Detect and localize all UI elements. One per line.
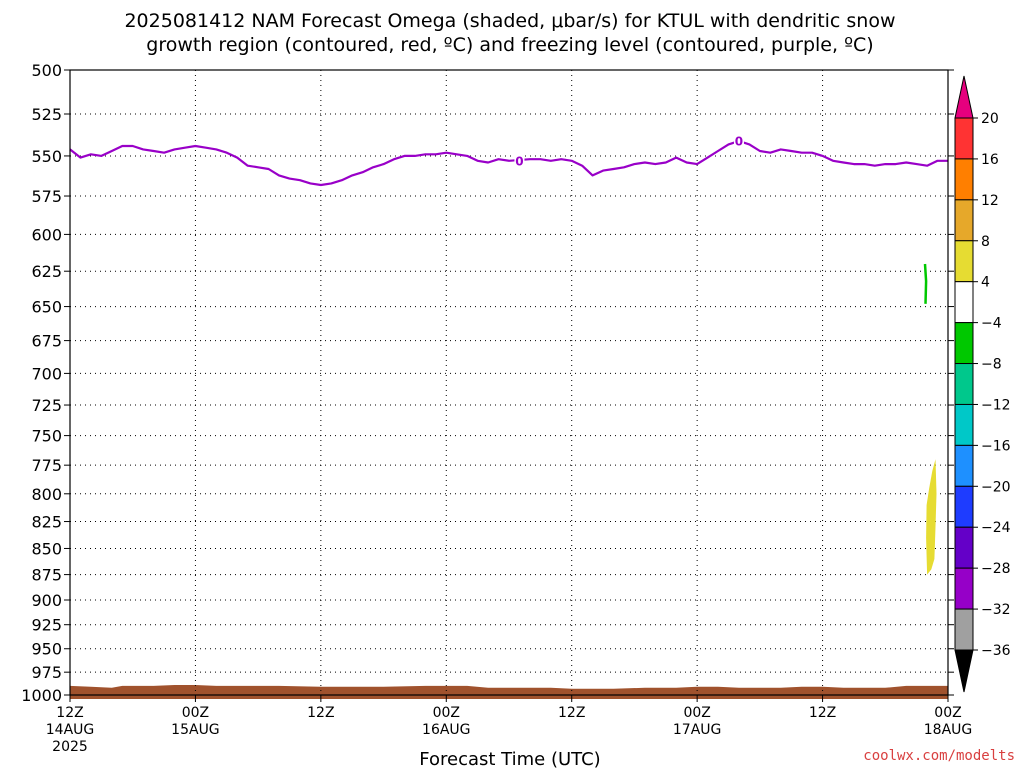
colorbar-tick-label: 8	[981, 234, 990, 250]
y-tick-label: 500	[31, 61, 62, 80]
dendritic-contour	[923, 263, 928, 304]
colorbar-tick-label: 4	[981, 275, 990, 291]
chart-title-line2: growth region (contoured, red, ºC) and f…	[146, 34, 873, 56]
chart-title-line1: 2025081412 NAM Forecast Omega (shaded, μ…	[124, 10, 895, 32]
colorbar-tick-label: −20	[981, 479, 1011, 495]
y-tick-label: 550	[31, 147, 62, 166]
x-tick-label: 00Z	[934, 705, 961, 721]
colorbar-swatch	[954, 363, 974, 405]
colorbar-swatch	[954, 444, 974, 487]
plot-area: 0 0 500 525 550 575 600 625 650 675 700 725 750 775 80…	[21, 61, 972, 755]
colorbar-swatch	[954, 403, 974, 446]
freezing-level-line	[69, 140, 948, 187]
y-tick-label: 950	[31, 640, 62, 659]
colorbar-tick-label: −24	[981, 520, 1011, 536]
y-tick-label: 925	[31, 616, 62, 635]
colorbar-tick-label: 20	[981, 111, 999, 127]
x-tick-label: 17AUG	[673, 722, 722, 738]
x-tick-label: 12Z	[56, 705, 83, 721]
colorbar-tick-label: 12	[981, 193, 999, 209]
x-axis-label: Forecast Time (UTC)	[419, 749, 600, 768]
x-tick-label: 14AUG	[46, 722, 95, 738]
y-tick-label: 575	[31, 187, 62, 206]
terrain-fill	[70, 685, 948, 699]
y-tick-label: 750	[31, 427, 62, 446]
colorbar-swatch	[954, 322, 974, 365]
colorbar: 20 16 12 8 4 −4 −8 −12 −16 −20 −24 −28 −32 −36	[954, 75, 1011, 693]
colorbar-tick-label: −28	[981, 561, 1011, 577]
y-tick-label: 600	[31, 225, 62, 244]
colorbar-tick-label: −12	[981, 397, 1011, 413]
y-tick-label: 875	[31, 566, 62, 585]
x-tick-label: 00Z	[182, 705, 209, 721]
x-tick-label: 12Z	[307, 705, 334, 721]
colorbar-swatch	[954, 199, 974, 242]
y-tick-label: 625	[31, 262, 62, 281]
y-tick-label: 725	[31, 396, 62, 415]
y-tick-label: 775	[31, 456, 62, 475]
colorbar-tick-label: −32	[981, 602, 1011, 618]
y-tick-label: 675	[31, 332, 62, 351]
freezing-level-label: 0	[735, 135, 743, 149]
y-tick-label: 900	[31, 591, 62, 610]
colorbar-tick-label: −16	[981, 438, 1011, 454]
x-tick-label: 12Z	[809, 705, 836, 721]
colorbar-swatch	[954, 526, 974, 569]
y-tick-label: 650	[31, 298, 62, 317]
credit-text: coolwx.com/modelts	[863, 748, 1015, 764]
y-tick-label: 525	[31, 105, 62, 124]
y-tick-label: 850	[31, 539, 62, 558]
colorbar-tick-label: −4	[981, 316, 1002, 332]
colorbar-swatch	[954, 567, 974, 610]
x-tick-label: 12Z	[558, 705, 585, 721]
colorbar-swatch	[954, 240, 974, 283]
y-tick-label: 975	[31, 663, 62, 682]
y-tick-label: 825	[31, 513, 62, 532]
y-tick-label: 700	[31, 364, 62, 383]
x-tick-label: 2025	[52, 739, 88, 755]
freezing-label-bg	[733, 134, 744, 149]
x-tick-label: 00Z	[433, 705, 460, 721]
x-tick-label: 15AUG	[171, 722, 220, 738]
plot-frame	[69, 69, 949, 696]
colorbar-top-arrow	[954, 75, 974, 119]
y-tick-label: 1000	[21, 686, 62, 705]
colorbar-swatch	[954, 608, 974, 651]
x-tick-label: 16AUG	[422, 722, 471, 738]
omega-region	[926, 459, 937, 575]
colorbar-tick-label: 16	[981, 152, 999, 168]
x-tick-label: 00Z	[683, 705, 710, 721]
y-tick-label: 800	[31, 485, 62, 504]
freezing-level-label: 0	[515, 154, 523, 168]
colorbar-tick-label: −8	[981, 357, 1002, 373]
freezing-label-bg	[514, 153, 525, 168]
colorbar-swatch	[954, 281, 974, 324]
colorbar-swatch	[954, 117, 974, 160]
colorbar-bottom-arrow	[954, 649, 974, 693]
colorbar-tick-label: −36	[981, 643, 1011, 659]
colorbar-swatch	[954, 485, 974, 528]
colorbar-swatch	[954, 158, 974, 201]
x-tick-label: 18AUG	[924, 722, 973, 738]
